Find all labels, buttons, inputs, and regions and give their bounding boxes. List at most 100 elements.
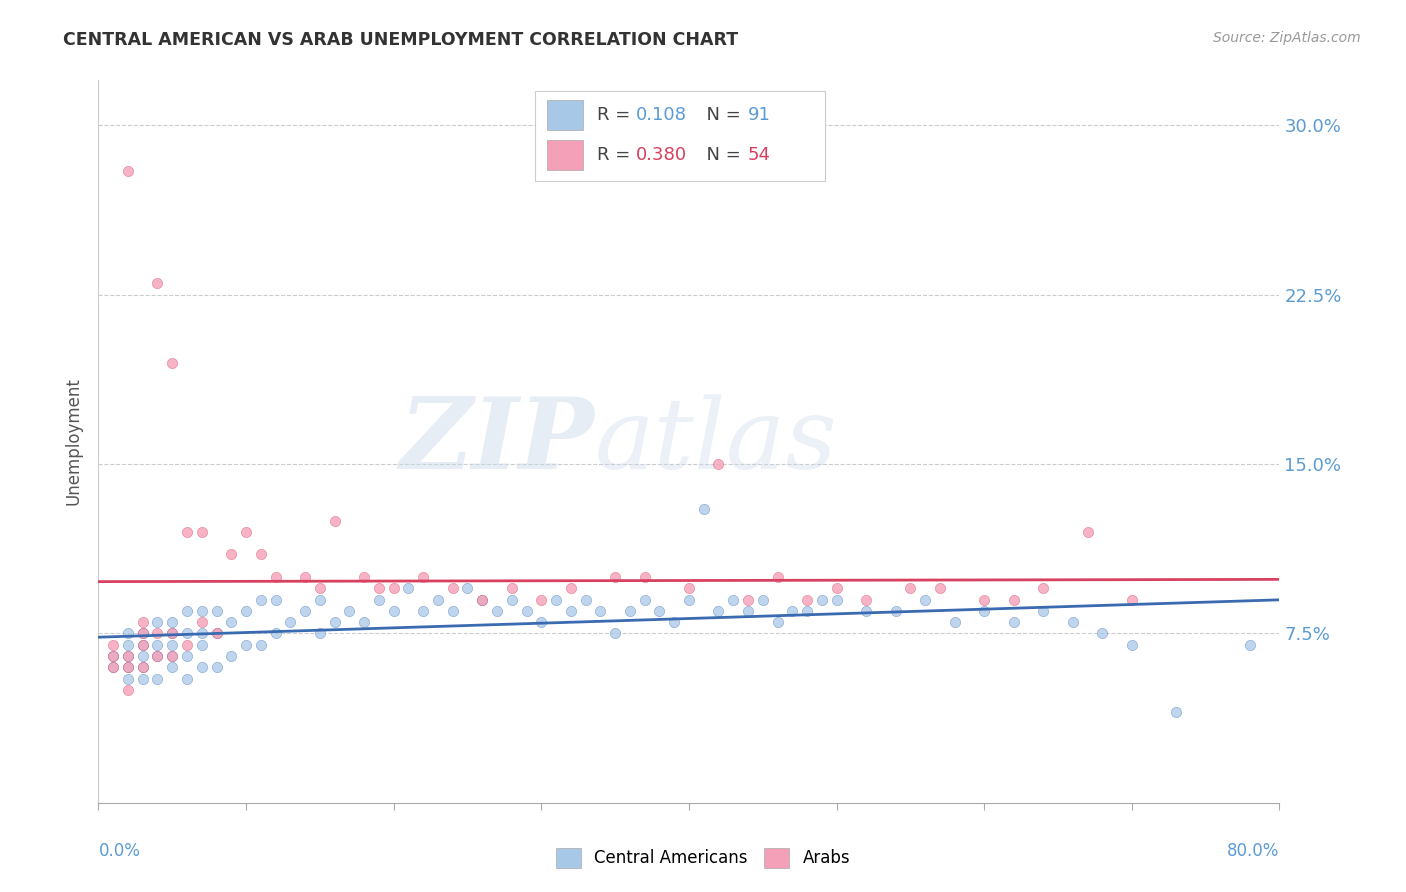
Point [855,592,877,607]
Point [796,604,818,618]
Point [103,638,125,652]
Text: 54: 54 [748,145,770,164]
Point [737,592,759,607]
Point [176,524,198,539]
Point [205,660,228,674]
Point [132,660,155,674]
Point [368,582,391,596]
Point [264,570,287,584]
Point [176,626,198,640]
Point [146,648,169,663]
Text: N =: N = [695,145,747,164]
Point [486,604,509,618]
Point [1032,604,1054,618]
Point [1121,592,1143,607]
Text: 0.108: 0.108 [636,106,686,124]
Point [427,592,450,607]
Point [294,604,316,618]
Point [796,592,818,607]
Text: CENTRAL AMERICAN VS ARAB UNEMPLOYMENT CORRELATION CHART: CENTRAL AMERICAN VS ARAB UNEMPLOYMENT CO… [63,31,738,49]
Point [605,570,627,584]
Point [752,592,775,607]
Point [221,548,243,562]
Point [309,592,332,607]
Point [103,648,125,663]
Point [132,648,155,663]
Point [132,660,155,674]
Point [117,626,139,640]
Point [235,638,257,652]
Point [530,592,553,607]
Point [1077,524,1099,539]
Point [191,615,214,630]
Point [825,582,848,596]
Y-axis label: Unemployment: Unemployment [65,377,83,506]
Point [117,638,139,652]
Point [900,582,922,596]
Point [1062,615,1084,630]
Point [648,604,671,618]
Point [973,592,995,607]
Point [117,682,139,697]
Point [132,638,155,652]
Point [162,355,183,369]
Point [560,604,582,618]
Point [398,582,420,596]
FancyBboxPatch shape [547,100,582,130]
Point [264,626,287,640]
Text: 80.0%: 80.0% [1227,842,1279,860]
Point [117,660,139,674]
Point [162,648,183,663]
Text: 0.0%: 0.0% [98,842,141,860]
Point [973,604,995,618]
Point [221,615,243,630]
Point [162,615,183,630]
Point [457,582,479,596]
Point [605,626,627,640]
Point [634,570,657,584]
Point [619,604,641,618]
Point [471,592,494,607]
Point [323,514,346,528]
Point [368,592,391,607]
Point [205,626,228,640]
Point [162,648,183,663]
Point [782,604,804,618]
Point [943,615,966,630]
Point [1032,582,1054,596]
Point [235,604,257,618]
Point [103,660,125,674]
Point [339,604,361,618]
Text: ZIP: ZIP [399,393,595,490]
Point [176,648,198,663]
Point [264,592,287,607]
Text: 0.380: 0.380 [636,145,688,164]
Text: R =: R = [596,145,636,164]
Point [560,582,582,596]
Point [693,502,716,516]
Point [766,615,789,630]
Point [235,524,257,539]
Point [176,672,198,686]
Point [737,604,759,618]
Point [146,277,169,291]
Point [103,660,125,674]
FancyBboxPatch shape [547,139,582,169]
Point [634,592,657,607]
Point [162,626,183,640]
Point [707,457,730,471]
Point [132,615,155,630]
Point [191,638,214,652]
Text: atlas: atlas [595,394,837,489]
Point [146,615,169,630]
Point [117,163,139,178]
Point [471,592,494,607]
Point [191,660,214,674]
Point [723,592,745,607]
Point [412,570,434,584]
Point [353,615,375,630]
FancyBboxPatch shape [536,91,825,181]
Point [501,582,523,596]
Point [929,582,952,596]
Point [546,592,568,607]
